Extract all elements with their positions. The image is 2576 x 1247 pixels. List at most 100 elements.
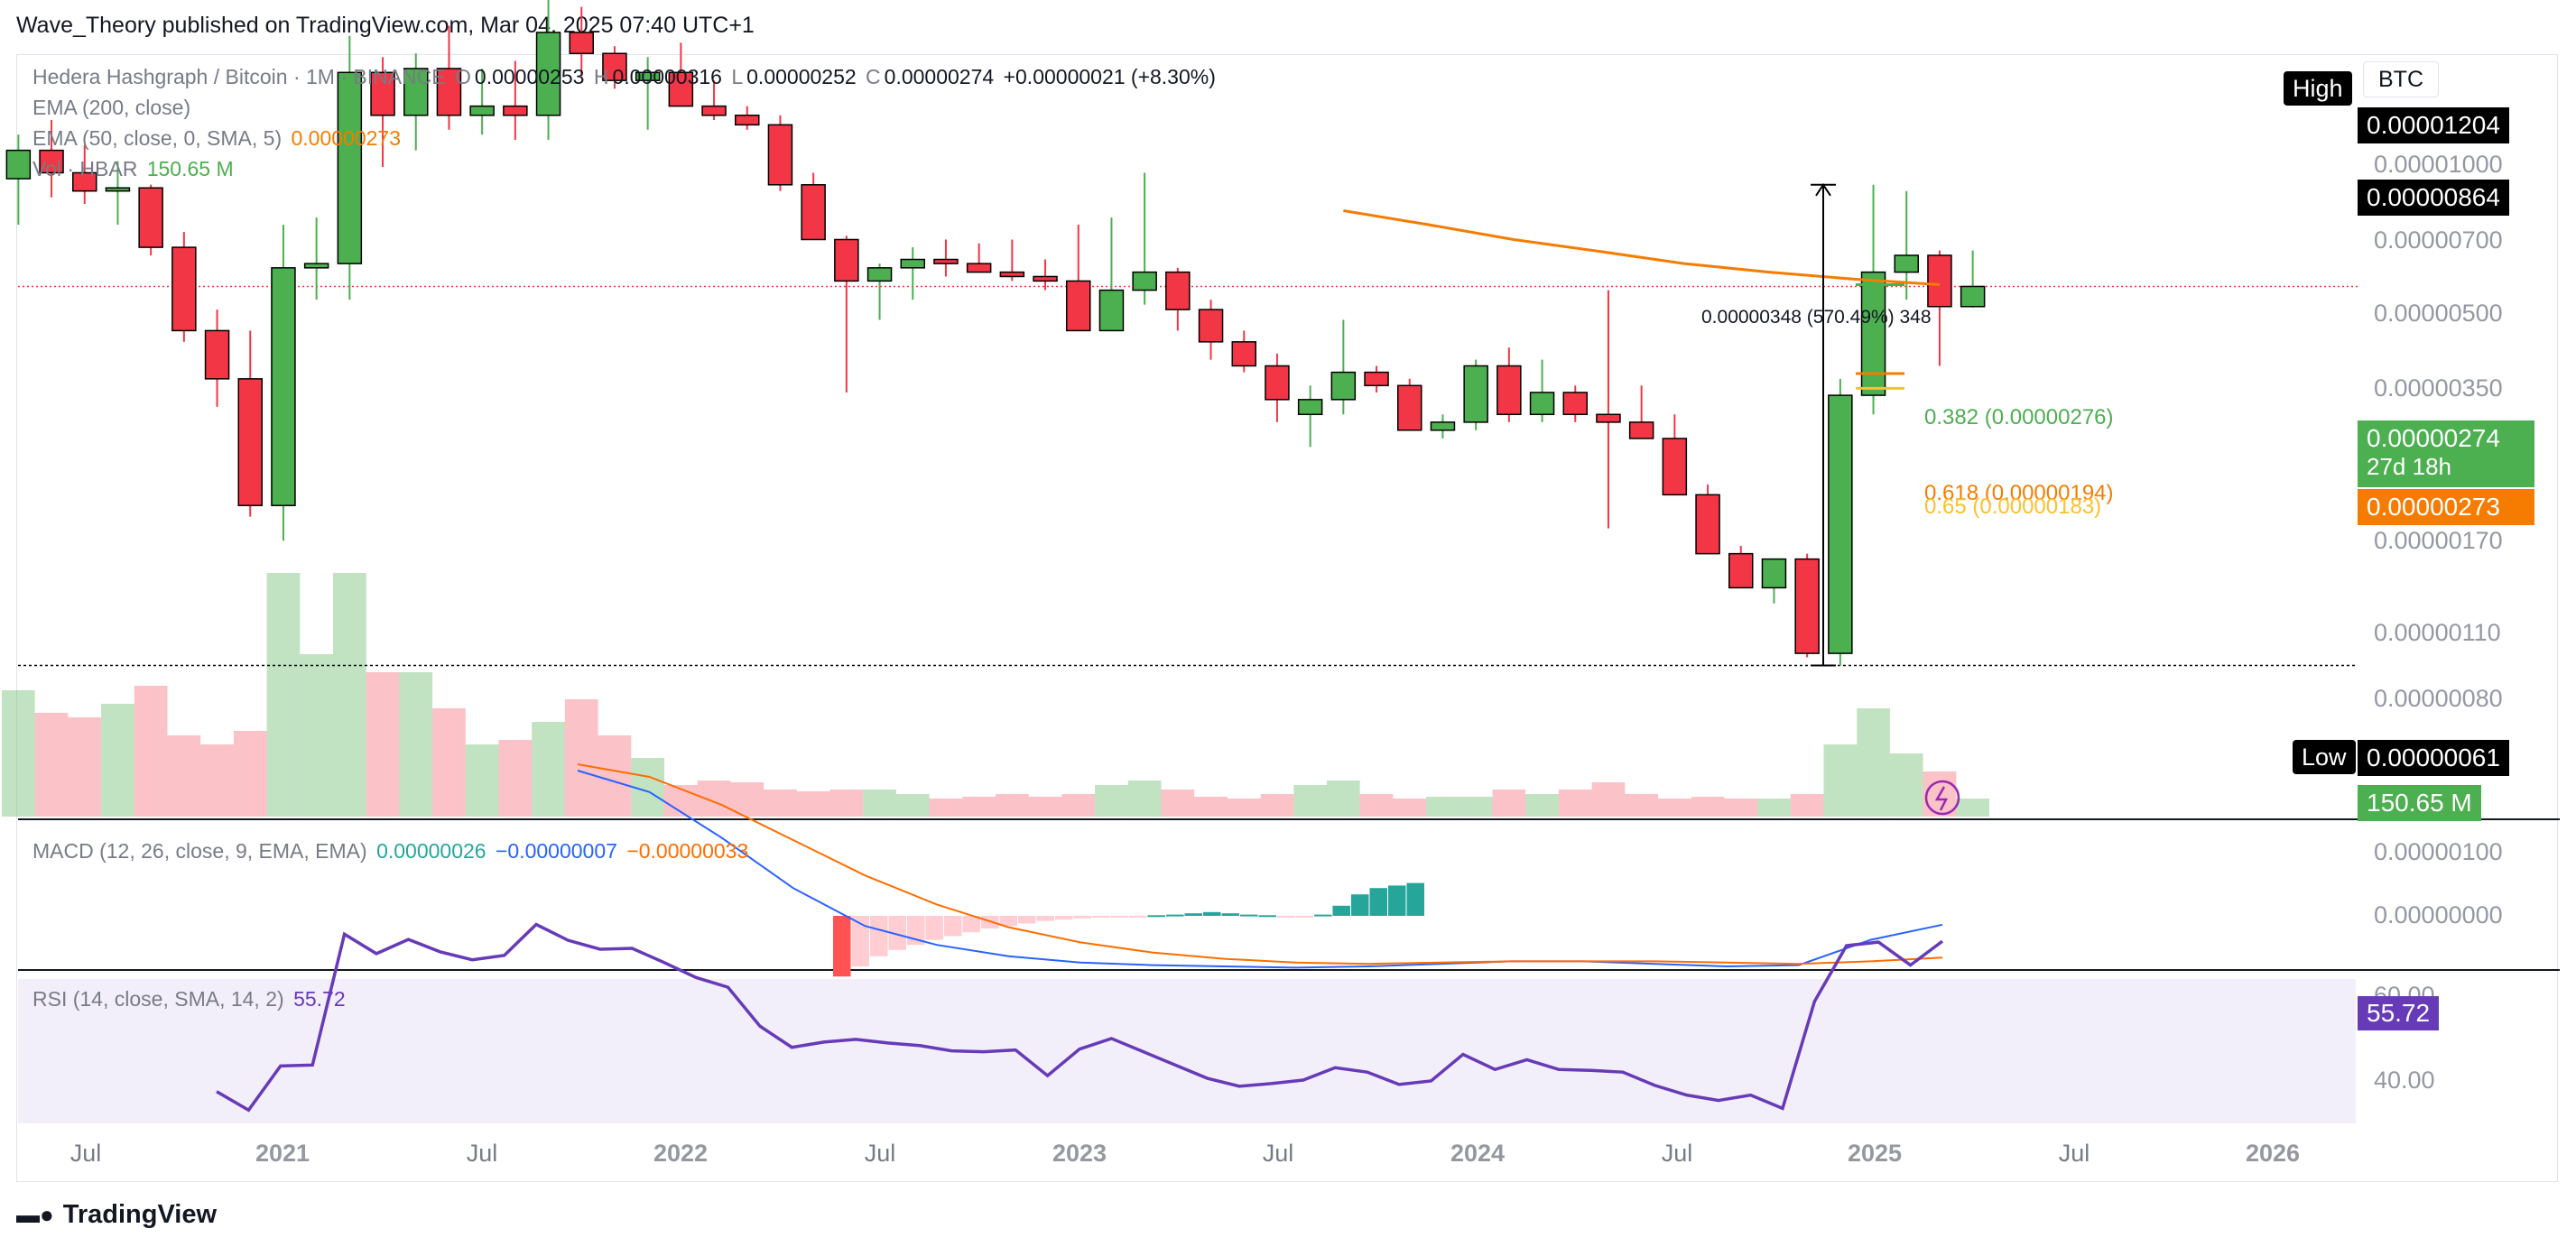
macd-histogram-bar bbox=[1351, 894, 1369, 916]
candle-body bbox=[1828, 394, 1853, 654]
macd-histogram-bar bbox=[1110, 916, 1128, 918]
time-tick: Jul bbox=[69, 1140, 102, 1167]
candle-body bbox=[1165, 271, 1191, 310]
open-value: 0.00000253 bbox=[474, 65, 585, 88]
volume-bar bbox=[996, 794, 1029, 817]
volume-bar bbox=[34, 713, 69, 817]
candle-body bbox=[866, 267, 893, 282]
volume-bar bbox=[266, 573, 301, 817]
rsi-legend[interactable]: RSI (14, close, SMA, 14, 2) 55.72 bbox=[32, 987, 349, 1011]
candle-body bbox=[1562, 392, 1588, 416]
candle-body bbox=[900, 258, 925, 269]
volume-legend[interactable]: Vol · HBAR 150.65 M bbox=[32, 157, 237, 181]
high-value: 0.00000316 bbox=[612, 65, 722, 88]
volume-bar bbox=[564, 699, 598, 817]
tradingview-logo[interactable]: ▬● TradingView bbox=[16, 1200, 217, 1230]
macd-histogram-bar bbox=[1166, 914, 1184, 917]
volume-bar bbox=[1194, 797, 1228, 817]
volume-bar bbox=[1889, 753, 1923, 817]
candle-body bbox=[1794, 558, 1820, 654]
time-tick: 2023 bbox=[1052, 1140, 1107, 1167]
candle-body bbox=[933, 258, 959, 264]
high-label: H bbox=[593, 65, 609, 88]
price-tick: 0.00000080 bbox=[2374, 685, 2503, 712]
volume-bar bbox=[1459, 797, 1493, 817]
macd-histogram-bar bbox=[944, 916, 962, 937]
time-tick: 2025 bbox=[1847, 1140, 1903, 1167]
candle-body bbox=[999, 271, 1025, 278]
macd-histogram-bar bbox=[1203, 911, 1221, 916]
price-tick: 0.00000500 bbox=[2374, 300, 2503, 327]
candle-body bbox=[1728, 552, 1754, 589]
ema50-legend[interactable]: EMA (50, close, 0, SMA, 5) 0.00000273 bbox=[32, 126, 404, 151]
candle-body bbox=[635, 71, 661, 81]
volume-bar bbox=[1823, 744, 1858, 817]
volume-bar bbox=[1095, 785, 1128, 817]
low-value: 0.00000252 bbox=[746, 65, 857, 88]
macd-histogram-bar bbox=[1055, 916, 1073, 920]
volume-bar bbox=[2, 690, 35, 817]
macd-legend[interactable]: MACD (12, 26, close, 9, EMA, EMA) 0.0000… bbox=[32, 839, 752, 864]
candle-body bbox=[1364, 371, 1389, 387]
current-price-box: 0.00000274 27d 18h bbox=[2358, 420, 2534, 487]
currency-button[interactable]: BTC bbox=[2363, 61, 2439, 97]
time-tick: Jul bbox=[466, 1140, 498, 1167]
time-tick: 2024 bbox=[1450, 1140, 1506, 1167]
candle-body bbox=[1066, 280, 1091, 332]
symbol-legend[interactable]: Hedera Hashgraph / Bitcoin · 1M · BINANC… bbox=[32, 65, 1219, 89]
volume-bar bbox=[1127, 781, 1162, 817]
candle-body bbox=[1231, 341, 1256, 367]
candle-countdown: 27d 18h bbox=[2367, 453, 2451, 480]
candle-body bbox=[1297, 399, 1323, 416]
volume-bar bbox=[1260, 794, 1294, 817]
volume-bar bbox=[1393, 799, 1427, 817]
rsi-band bbox=[18, 979, 2356, 1123]
macd-histogram-bar bbox=[999, 916, 1017, 927]
macd-histogram-bar bbox=[851, 916, 869, 966]
volume-bar bbox=[134, 686, 168, 817]
ema200-legend[interactable]: EMA (200, close) bbox=[32, 96, 191, 119]
candle-body bbox=[237, 378, 263, 506]
close-value: 0.00000274 bbox=[884, 65, 995, 88]
volume-bar bbox=[929, 799, 963, 817]
low-price-label: 0.00000061 bbox=[2358, 740, 2509, 776]
candle-body bbox=[271, 267, 296, 506]
resistance-price-label: 0.00000864 bbox=[2358, 180, 2509, 216]
macd-label: MACD (12, 26, close, 9, EMA, EMA) bbox=[32, 839, 367, 863]
volume-bar bbox=[1790, 794, 1824, 817]
rsi-tick: 40.00 bbox=[2374, 1067, 2435, 1094]
candle-body bbox=[535, 32, 561, 116]
candle-body bbox=[1132, 271, 1157, 291]
candle-body bbox=[370, 71, 395, 116]
volume-bar bbox=[333, 573, 366, 817]
volume-bar bbox=[200, 744, 234, 817]
candle-body bbox=[469, 105, 495, 116]
volume-bar bbox=[764, 790, 797, 817]
macd-histogram-bar bbox=[1258, 915, 1276, 918]
candle-body bbox=[105, 187, 131, 192]
volume-bar bbox=[829, 790, 864, 817]
publisher-header: Wave_Theory published on TradingView.com… bbox=[16, 13, 755, 38]
rsi-line bbox=[216, 922, 1944, 1113]
candle-body bbox=[1927, 254, 1952, 308]
candle-body bbox=[171, 246, 197, 332]
candle-body bbox=[337, 71, 363, 264]
price-tick: 0.00001000 bbox=[2374, 151, 2503, 178]
macd-histogram-bar bbox=[1295, 916, 1313, 918]
time-tick: Jul bbox=[1262, 1140, 1294, 1167]
candle-body bbox=[303, 263, 329, 269]
rsi-value-label: 55.72 bbox=[2358, 996, 2440, 1030]
candle-body bbox=[801, 184, 826, 241]
volume-bar bbox=[1558, 790, 1592, 817]
volume-bar bbox=[101, 704, 134, 817]
macd-signal-value: −0.00000033 bbox=[626, 839, 749, 863]
macd-histogram-bar bbox=[1184, 913, 1202, 916]
macd-histogram-bar bbox=[1240, 914, 1258, 917]
volume-bar bbox=[1625, 794, 1658, 817]
volume-bar bbox=[1658, 799, 1691, 817]
macd-hist-value: 0.00000026 bbox=[376, 839, 486, 863]
candle-body bbox=[1430, 421, 1456, 431]
volume-bar bbox=[167, 735, 201, 817]
candle-body bbox=[5, 149, 32, 180]
